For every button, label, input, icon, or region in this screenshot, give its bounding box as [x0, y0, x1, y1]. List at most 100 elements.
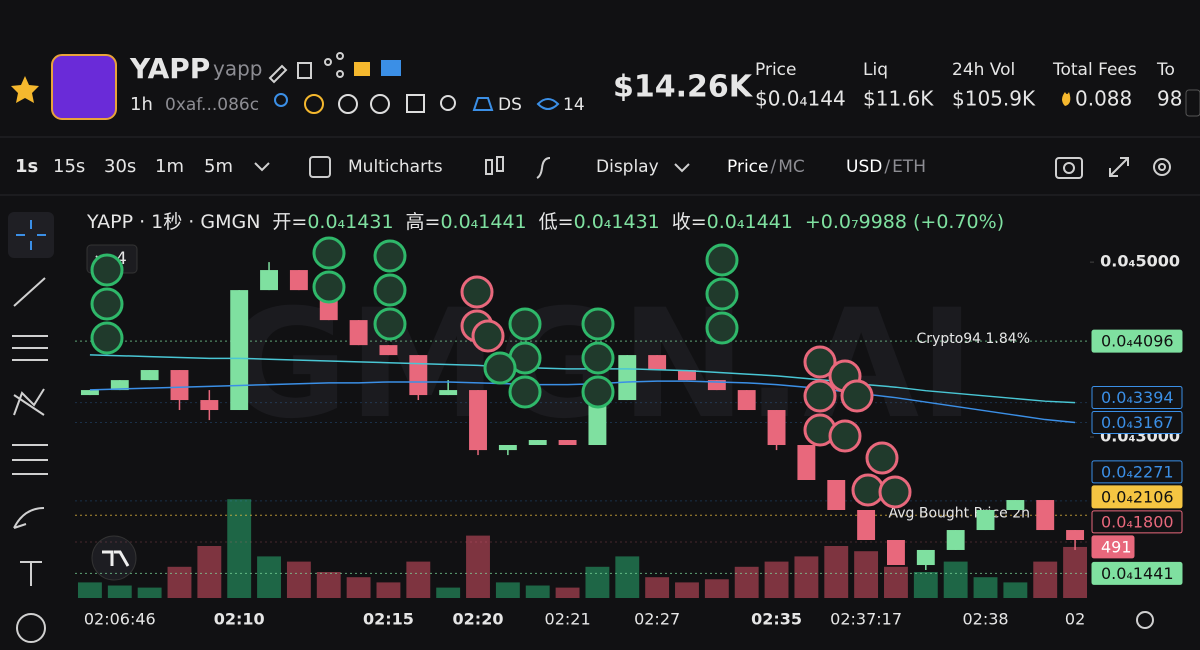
trade-marker[interactable] [460, 275, 494, 309]
token-age: 1h [130, 94, 153, 115]
price-label: 0.0₄1441 [1101, 564, 1174, 583]
trade-marker[interactable] [508, 375, 542, 409]
tradingview-mark [102, 550, 130, 567]
multicharts-label[interactable]: Multicharts [348, 157, 443, 177]
currency-toggle[interactable]: USD / ETH [846, 157, 926, 177]
token-address[interactable]: 0xaf...086c [165, 95, 259, 115]
interval-chevron[interactable] [254, 162, 270, 172]
trade-marker[interactable] [373, 239, 407, 273]
candle-body [737, 390, 756, 411]
trade-marker[interactable] [373, 307, 407, 341]
volume-bar [824, 546, 849, 598]
trade-marker[interactable] [471, 319, 505, 353]
trade-marker[interactable] [705, 243, 739, 277]
volume-bar [585, 566, 610, 598]
axis-settings[interactable] [1136, 611, 1154, 629]
interval-button[interactable]: 1m [155, 156, 184, 177]
trade-marker[interactable] [373, 273, 407, 307]
drawing-tools[interactable] [12, 277, 48, 643]
collapse-count: 4 [116, 249, 127, 269]
candle-body [946, 530, 965, 550]
price-label-box [1091, 329, 1183, 353]
volume-bar [734, 566, 759, 598]
trade-marker[interactable] [865, 441, 899, 475]
stat-label: Total Fees [1052, 60, 1137, 80]
legend-label: 低= [539, 211, 574, 233]
volume-bar [1063, 546, 1088, 598]
trade-marker[interactable] [803, 379, 837, 413]
separator: / [884, 157, 890, 177]
scroll-button[interactable] [1185, 89, 1200, 117]
trade-marker[interactable] [803, 345, 837, 379]
trade-marker[interactable] [312, 270, 346, 304]
x-tick-label: 02:35 [751, 610, 802, 629]
price-mc-toggle[interactable]: Price / MC [727, 157, 805, 177]
candle-body [409, 355, 428, 396]
legend-label: 高= [406, 211, 441, 233]
favorite-star[interactable] [11, 76, 39, 103]
interval-button[interactable]: 15s [53, 156, 85, 177]
dexscreener-link[interactable]: DS [498, 95, 522, 115]
candle-body [379, 345, 398, 356]
volume-bar [77, 582, 102, 598]
candle-body [140, 370, 159, 381]
volume-bar [854, 551, 879, 598]
candle-body [170, 370, 189, 401]
x-tick-label: 02:38 [962, 610, 1008, 629]
interval-button[interactable]: 30s [104, 156, 136, 177]
trade-marker[interactable] [581, 375, 615, 409]
currency-toggle-inactive: ETH [892, 157, 926, 177]
trade-marker[interactable] [828, 419, 862, 453]
volume-bar [764, 561, 789, 598]
trade-marker[interactable] [840, 379, 874, 413]
trade-marker[interactable] [90, 253, 124, 287]
stat-label: To [1156, 60, 1175, 80]
volume-bar [376, 582, 401, 598]
interval-button[interactable]: 1s [15, 156, 38, 177]
candle-body [827, 479, 846, 511]
volume-label-box [1091, 535, 1135, 559]
candle-body [200, 400, 219, 411]
price-line-note: Crypto94 1.84% [917, 331, 1031, 347]
candle-body [528, 440, 547, 446]
trade-marker[interactable] [508, 307, 542, 341]
stat-value: 0.088 [1075, 87, 1132, 111]
candle-body [916, 549, 935, 566]
crosshair-tool[interactable] [8, 212, 54, 258]
token-logo [51, 54, 117, 120]
candle-body [767, 410, 786, 446]
trade-marker[interactable] [581, 341, 615, 375]
stat-value: $11.6K [863, 87, 934, 111]
interval-button[interactable]: 5m [204, 156, 233, 177]
legend-label: 收= [672, 211, 707, 233]
trade-marker[interactable] [705, 311, 739, 345]
x-tick-label: 02:27 [634, 610, 680, 629]
trade-marker[interactable] [483, 351, 517, 385]
multicharts-checkbox[interactable] [309, 156, 331, 178]
candle-body [349, 320, 368, 346]
volume-bar [943, 561, 968, 598]
market-cap: $14.26K [613, 70, 754, 105]
link-icons [274, 93, 560, 114]
price-label: 0.0₄2271 [1101, 462, 1174, 481]
trade-marker[interactable] [581, 307, 615, 341]
candle-body [648, 355, 667, 371]
volume-label: 491 [1101, 537, 1132, 556]
trade-marker[interactable] [878, 475, 912, 509]
trade-marker[interactable] [705, 277, 739, 311]
volume-bar [1033, 561, 1058, 598]
price-label-box [1091, 410, 1183, 434]
price-label: 0.0₄3167 [1101, 413, 1174, 432]
x-tick-label: 02:37:17 [830, 610, 902, 629]
display-menu[interactable]: Display [596, 157, 659, 177]
trade-marker[interactable] [90, 321, 124, 355]
candle-body [976, 510, 995, 531]
trade-marker[interactable] [312, 236, 346, 270]
legend-label: 开= [272, 211, 307, 233]
volume-bar [973, 577, 998, 598]
header-icons [268, 52, 401, 84]
trade-marker[interactable] [90, 287, 124, 321]
watchers-count: 14 [563, 95, 585, 115]
trade-marker[interactable] [851, 473, 885, 507]
